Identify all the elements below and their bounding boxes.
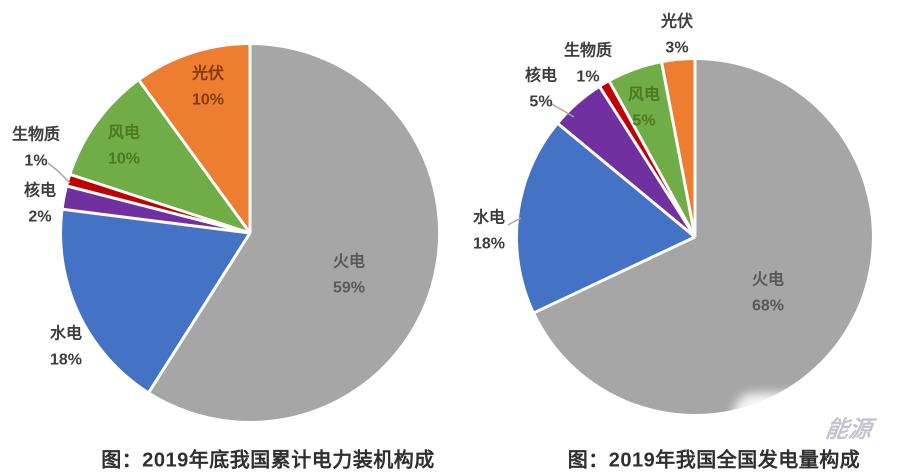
- pie-label-solar: 光伏 10%: [192, 61, 224, 112]
- pie-label-name: 水电: [472, 209, 505, 227]
- pie-label-name: 生物质: [563, 42, 613, 60]
- pie-slice-thermal: [149, 44, 439, 422]
- pie-label-nuclear: 核电 5%: [525, 63, 557, 114]
- pie-label-value: 10%: [107, 150, 141, 167]
- pie-label-value: 1%: [576, 68, 600, 85]
- watermark-text: 能源: [823, 416, 874, 442]
- slice-separator: [556, 122, 696, 239]
- pie-label-name: 光伏: [191, 65, 224, 83]
- pie-0: [47, 44, 439, 422]
- pie-label-hydro: 水电 18%: [50, 321, 82, 372]
- pie-slice-hydro: [517, 124, 695, 313]
- pie-label-name: 风电: [107, 124, 140, 142]
- slice-separator: [137, 79, 252, 234]
- watermark-blob: [733, 393, 900, 441]
- label-leader-line: [47, 162, 71, 184]
- pie-label-name: 火电: [751, 271, 784, 289]
- pie-label-biomass: 生物质 1%: [564, 38, 612, 89]
- slice-separator: [66, 184, 251, 235]
- pie-label-name: 风电: [627, 86, 661, 104]
- left-chart-caption: 图：2019年底我国累计电力装机构成: [101, 449, 435, 472]
- pie-label-name: 生物质: [11, 126, 61, 144]
- pie-label-value: 3%: [665, 39, 689, 56]
- pie-label-solar: 光伏 3%: [661, 9, 693, 60]
- pie-slice-wind: [609, 63, 695, 237]
- pie-label-wind: 风电 5%: [628, 82, 660, 133]
- pie-1: [507, 59, 872, 414]
- pie-label-value: 68%: [751, 297, 785, 314]
- pie-label-name: 光伏: [660, 13, 694, 31]
- pie-label-name: 水电: [49, 325, 82, 343]
- pie-label-value: 1%: [24, 152, 48, 169]
- pie-label-name: 火电: [332, 253, 365, 271]
- slice-separator: [607, 80, 697, 238]
- pie-label-nuclear: 核电 2%: [24, 178, 56, 229]
- pie-slice-nuclear: [558, 87, 695, 237]
- pie-slice-thermal: [534, 60, 872, 414]
- pie-label-value: 2%: [28, 208, 52, 225]
- pie-label-thermal: 火电 59%: [333, 249, 365, 300]
- right-chart-caption: 图：2019年我国全国发电量构成: [567, 449, 861, 472]
- slice-separator: [147, 232, 252, 394]
- pie-label-name: 核电: [524, 67, 558, 85]
- pie-label-value: 59%: [332, 279, 366, 296]
- pie-slice-wind: [71, 80, 250, 234]
- pie-label-value: 18%: [49, 351, 83, 368]
- pie-label-name: 核电: [23, 182, 57, 200]
- pie-label-wind: 风电 10%: [108, 120, 140, 171]
- pie-label-value: 10%: [191, 91, 225, 108]
- pie-slice-hydro: [62, 209, 251, 392]
- label-leader-line: [507, 217, 522, 226]
- slice-separator: [62, 207, 251, 235]
- slice-separator: [533, 235, 696, 315]
- pie-label-value: 18%: [472, 235, 506, 252]
- pie-label-hydro: 水电 18%: [473, 205, 505, 256]
- pie-label-value: 5%: [632, 112, 656, 129]
- pie-label-thermal: 火电 68%: [752, 267, 784, 318]
- label-leader-line: [549, 102, 575, 118]
- slice-separator: [69, 173, 251, 235]
- slice-separator: [598, 85, 697, 238]
- slice-separator: [660, 61, 697, 238]
- pie-label-value: 5%: [529, 93, 553, 110]
- pie-slice-solar: [139, 45, 250, 233]
- pie-label-biomass: 生物质 1%: [12, 122, 60, 173]
